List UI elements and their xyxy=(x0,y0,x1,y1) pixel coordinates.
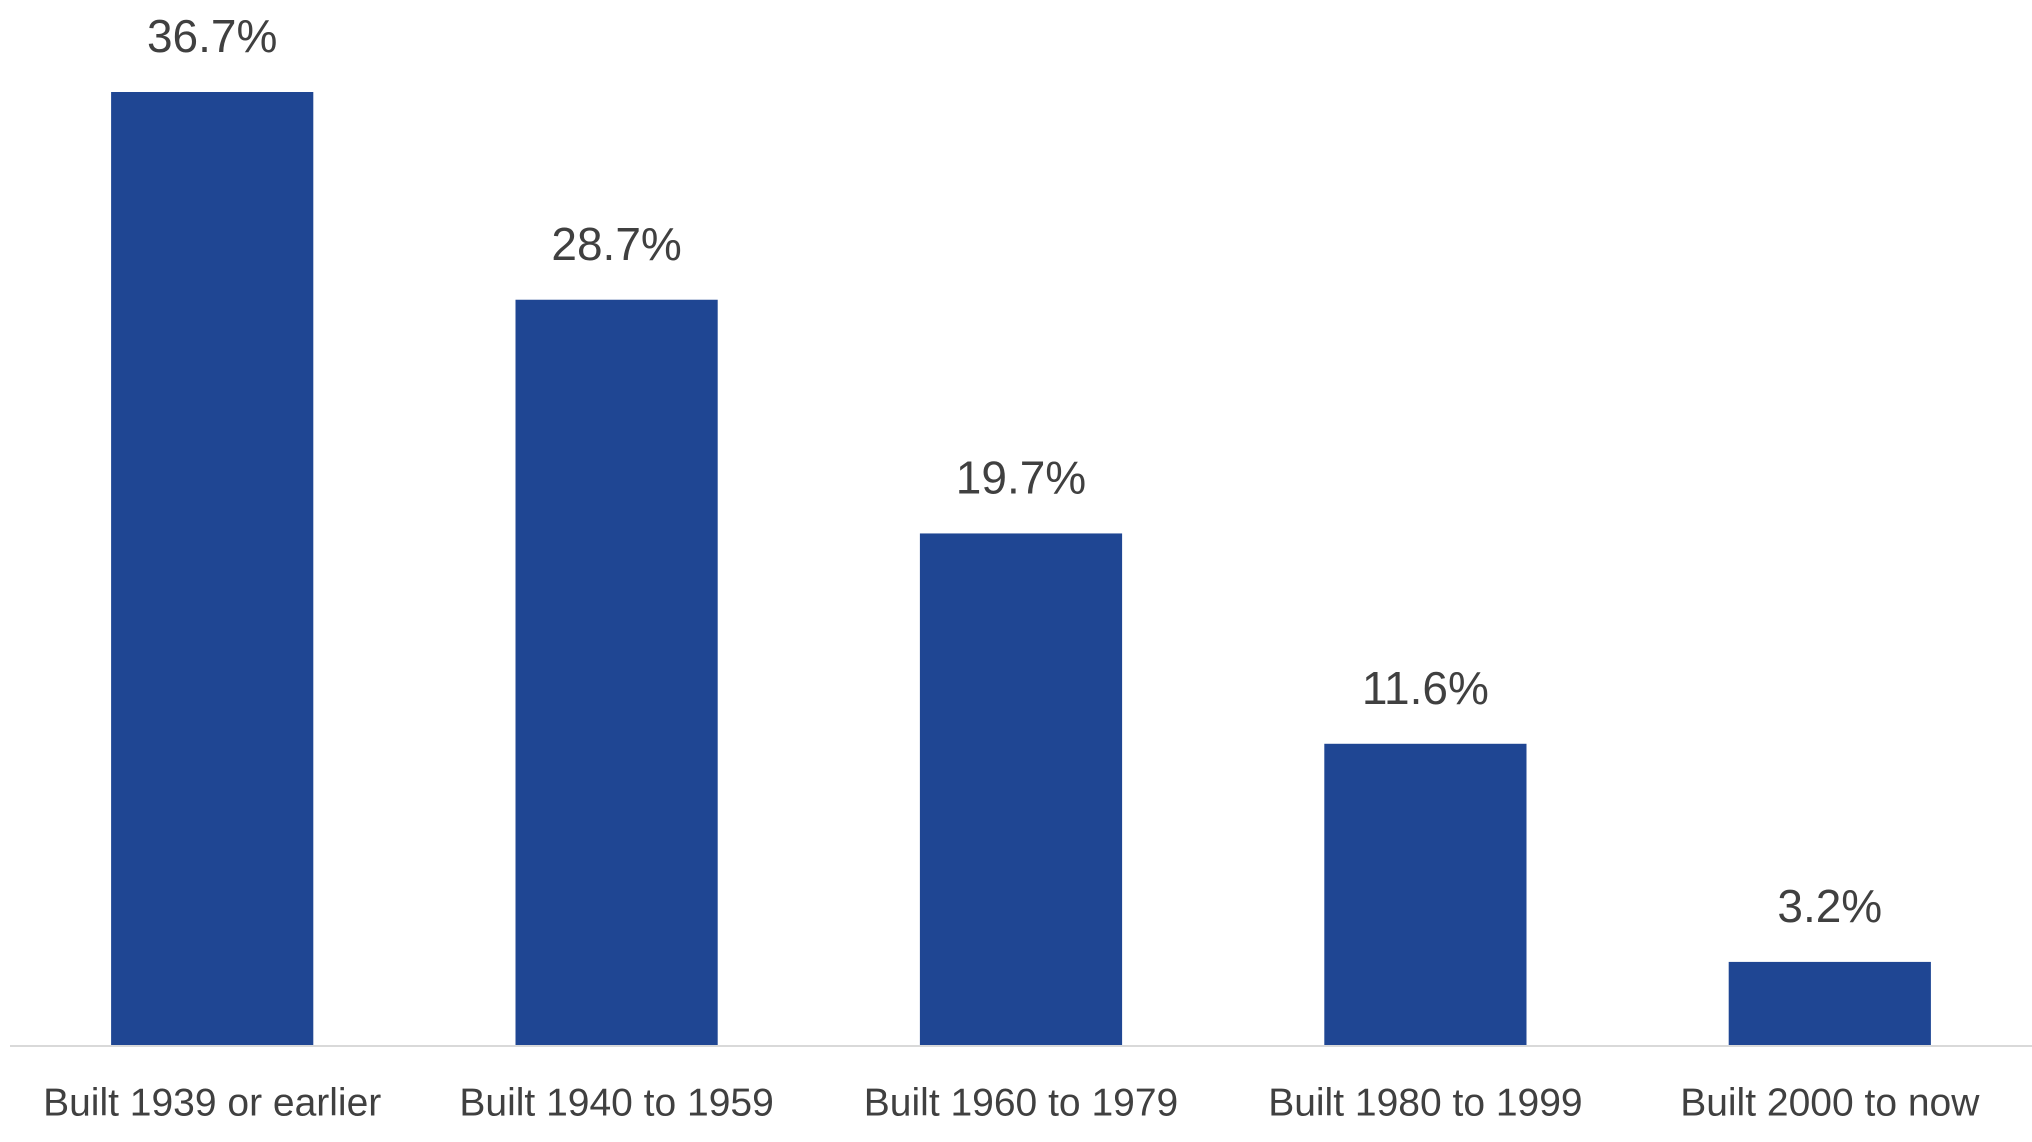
value-label: 36.7% xyxy=(147,10,277,62)
value-label: 11.6% xyxy=(1362,662,1489,714)
bar xyxy=(919,533,1123,1045)
x-tick-label: Built 2000 to now xyxy=(1680,1081,1980,1124)
bar xyxy=(1728,961,1931,1045)
bar xyxy=(515,299,718,1046)
x-tick-label: Built 1940 to 1959 xyxy=(459,1081,773,1124)
value-label: 28.7% xyxy=(551,218,681,270)
bar xyxy=(1324,743,1527,1045)
value-label: 19.7% xyxy=(956,452,1086,504)
value-label: 3.2% xyxy=(1777,880,1882,932)
x-tick-label: Built 1960 to 1979 xyxy=(864,1081,1178,1124)
bar xyxy=(111,92,314,1045)
x-tick-label: Built 1980 to 1999 xyxy=(1268,1081,1582,1124)
x-tick-label: Built 1939 or earlier xyxy=(43,1081,381,1124)
